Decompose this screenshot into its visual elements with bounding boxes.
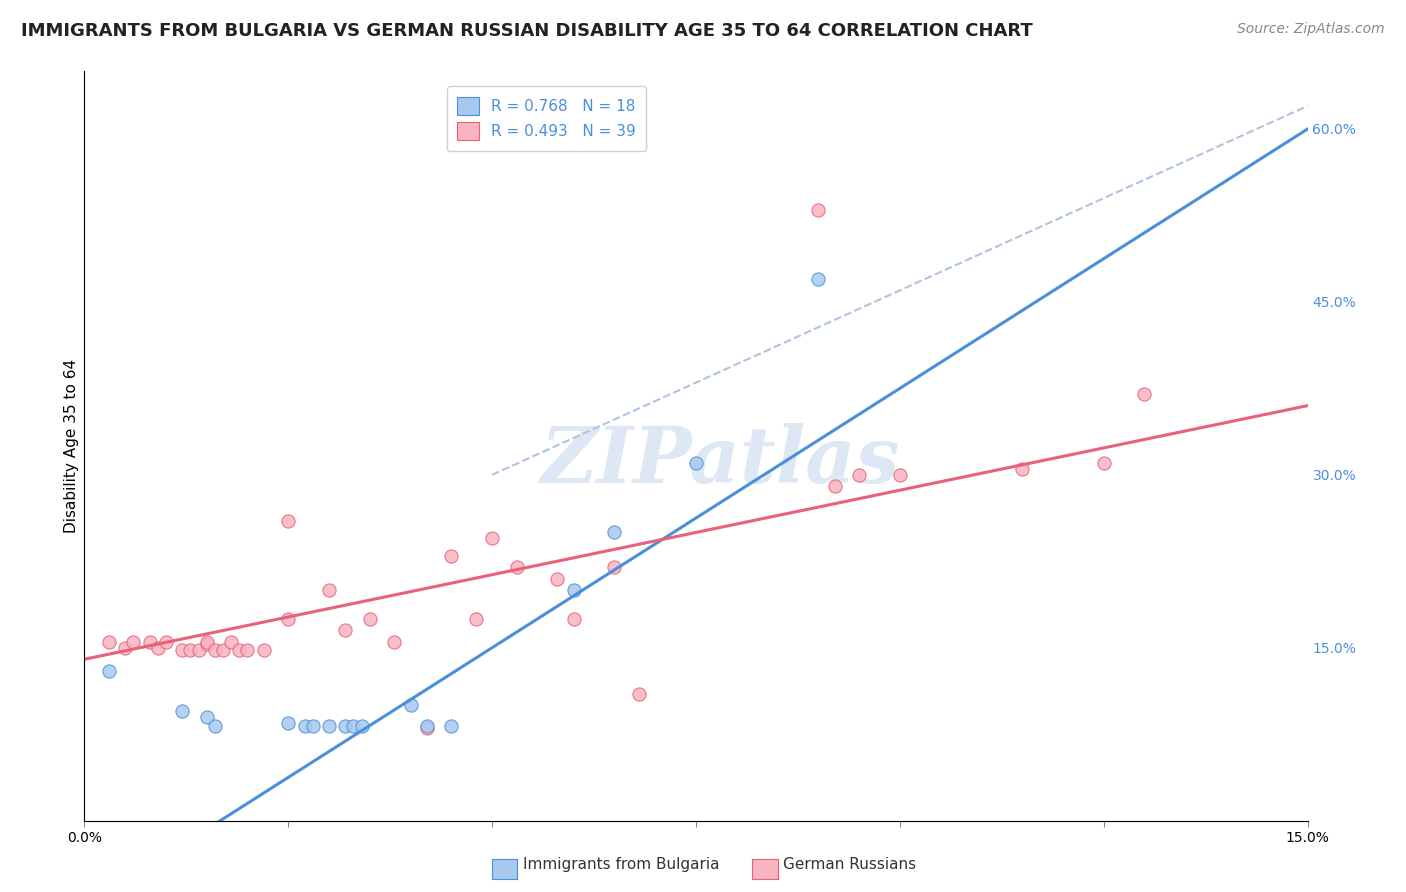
Point	[277, 612, 299, 626]
Point	[172, 704, 194, 718]
Point	[277, 715, 299, 730]
Point	[155, 635, 177, 649]
Point	[195, 637, 218, 651]
Text: IMMIGRANTS FROM BULGARIA VS GERMAN RUSSIAN DISABILITY AGE 35 TO 64 CORRELATION C: IMMIGRANTS FROM BULGARIA VS GERMAN RUSSI…	[21, 22, 1033, 40]
Point	[562, 583, 585, 598]
Point	[416, 722, 439, 736]
Point	[807, 202, 830, 217]
Legend: R = 0.768   N = 18, R = 0.493   N = 39: R = 0.768 N = 18, R = 0.493 N = 39	[447, 87, 647, 151]
Point	[627, 687, 650, 701]
Point	[1133, 387, 1156, 401]
Point	[195, 635, 218, 649]
Text: ZIPatlas: ZIPatlas	[541, 423, 900, 500]
Point	[187, 643, 209, 657]
Y-axis label: Disability Age 35 to 64: Disability Age 35 to 64	[63, 359, 79, 533]
Point	[294, 719, 316, 733]
Point	[253, 643, 276, 657]
Text: Source: ZipAtlas.com: Source: ZipAtlas.com	[1237, 22, 1385, 37]
Point	[219, 635, 242, 649]
Point	[236, 643, 259, 657]
Point	[603, 560, 626, 574]
Point	[416, 719, 439, 733]
Point	[146, 640, 169, 655]
Point	[277, 514, 299, 528]
Point	[335, 624, 357, 638]
Point	[440, 549, 463, 563]
Point	[889, 467, 911, 482]
Point	[350, 719, 373, 733]
Point	[603, 525, 626, 540]
Point	[562, 612, 585, 626]
Point	[481, 531, 503, 545]
Text: German Russians: German Russians	[783, 857, 917, 871]
Point	[318, 583, 340, 598]
Point	[97, 664, 120, 678]
Text: Immigrants from Bulgaria: Immigrants from Bulgaria	[523, 857, 720, 871]
Point	[195, 710, 218, 724]
Point	[464, 612, 486, 626]
Point	[505, 560, 527, 574]
Point	[228, 643, 250, 657]
Point	[212, 643, 235, 657]
Point	[685, 456, 707, 470]
Point	[179, 643, 201, 657]
Point	[546, 572, 568, 586]
Point	[382, 635, 405, 649]
Point	[342, 719, 364, 733]
Point	[440, 719, 463, 733]
Point	[1011, 462, 1033, 476]
Point	[318, 719, 340, 733]
Point	[138, 635, 160, 649]
Point	[335, 719, 357, 733]
Point	[114, 640, 136, 655]
Point	[848, 467, 870, 482]
Point	[172, 643, 194, 657]
Point	[122, 635, 145, 649]
Point	[807, 272, 830, 286]
Point	[204, 719, 226, 733]
Point	[824, 479, 846, 493]
Point	[1092, 456, 1115, 470]
Point	[97, 635, 120, 649]
Point	[301, 719, 323, 733]
Point	[204, 643, 226, 657]
Point	[359, 612, 381, 626]
Point	[399, 698, 422, 713]
